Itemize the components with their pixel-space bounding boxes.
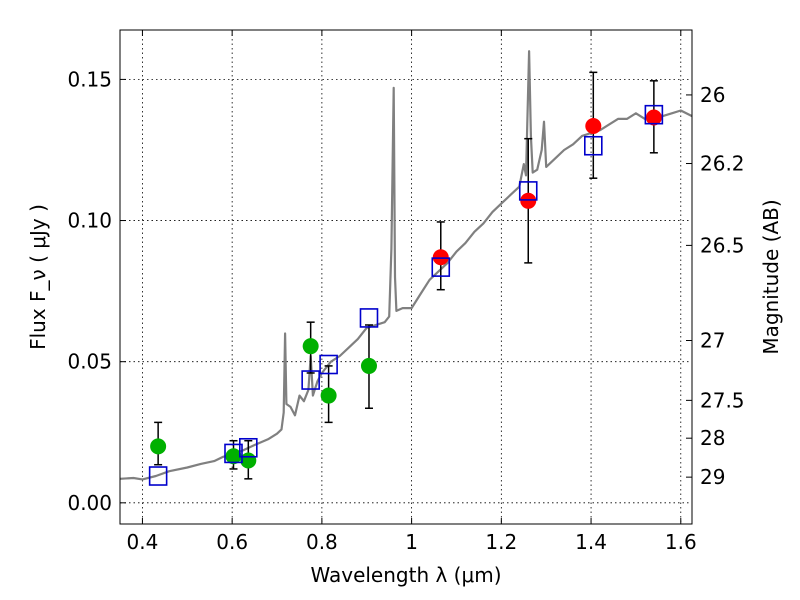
model-box	[239, 437, 258, 458]
model-photometry-boxes	[148, 104, 664, 486]
x-tick-label: 1.6	[665, 530, 697, 554]
green-point	[150, 438, 167, 455]
y2-tick-label: 26.2	[700, 152, 745, 176]
green-point	[302, 338, 319, 355]
grid	[120, 30, 692, 524]
model-box	[644, 104, 664, 125]
model-box	[224, 443, 243, 464]
red-point	[585, 117, 602, 134]
y-tick-label: 0.05	[67, 350, 112, 374]
green-point	[360, 357, 377, 374]
x-tick-label: 0.8	[306, 530, 338, 554]
green-point	[225, 448, 242, 465]
model-box	[301, 370, 320, 390]
x-tick-label: 0.4	[127, 530, 159, 554]
x-axis-label: Wavelength λ (μm)	[310, 563, 501, 587]
red-point	[645, 109, 662, 126]
x-tick-label: 1.4	[575, 530, 607, 554]
y-axis-label: Flux F_ν ( μJy )	[26, 204, 50, 350]
green-point	[320, 387, 337, 404]
model-box	[148, 466, 168, 486]
model-spectrum-group	[119, 50, 693, 481]
red-point	[432, 249, 449, 266]
model-box	[319, 354, 338, 375]
model-box	[584, 135, 603, 156]
error-bars	[154, 71, 658, 480]
y2-tick-label: 26.5	[700, 233, 745, 257]
model-box	[359, 308, 379, 328]
y-tick-label: 0.00	[67, 491, 112, 515]
model-box	[431, 257, 451, 277]
y2-tick-label: 26	[700, 83, 725, 107]
y-tick-label: 0.10	[67, 209, 112, 233]
data-markers	[150, 109, 662, 469]
y2-axis-label: Magnitude (AB)	[759, 199, 783, 354]
model-box	[518, 181, 538, 201]
x-tick-label: 0.6	[216, 530, 248, 554]
y2-tick-label: 27.5	[700, 388, 745, 412]
plot-frame	[119, 29, 693, 525]
model-spectrum-line	[119, 50, 693, 481]
x-tick-label: 1.2	[485, 530, 517, 554]
y2-tick-label: 27	[700, 329, 725, 353]
y2-tick-label: 28	[700, 426, 725, 450]
red-point	[520, 192, 537, 209]
x-tick-label: 1	[405, 530, 418, 554]
axes: 0.4 0.6 0.8 1 1.2 1.4 1.6 0.00 0.05 0.10 0.15 26 26.…	[67, 30, 745, 554]
y-tick-label: 0.15	[67, 67, 112, 91]
y2-tick-label: 29	[700, 465, 725, 489]
